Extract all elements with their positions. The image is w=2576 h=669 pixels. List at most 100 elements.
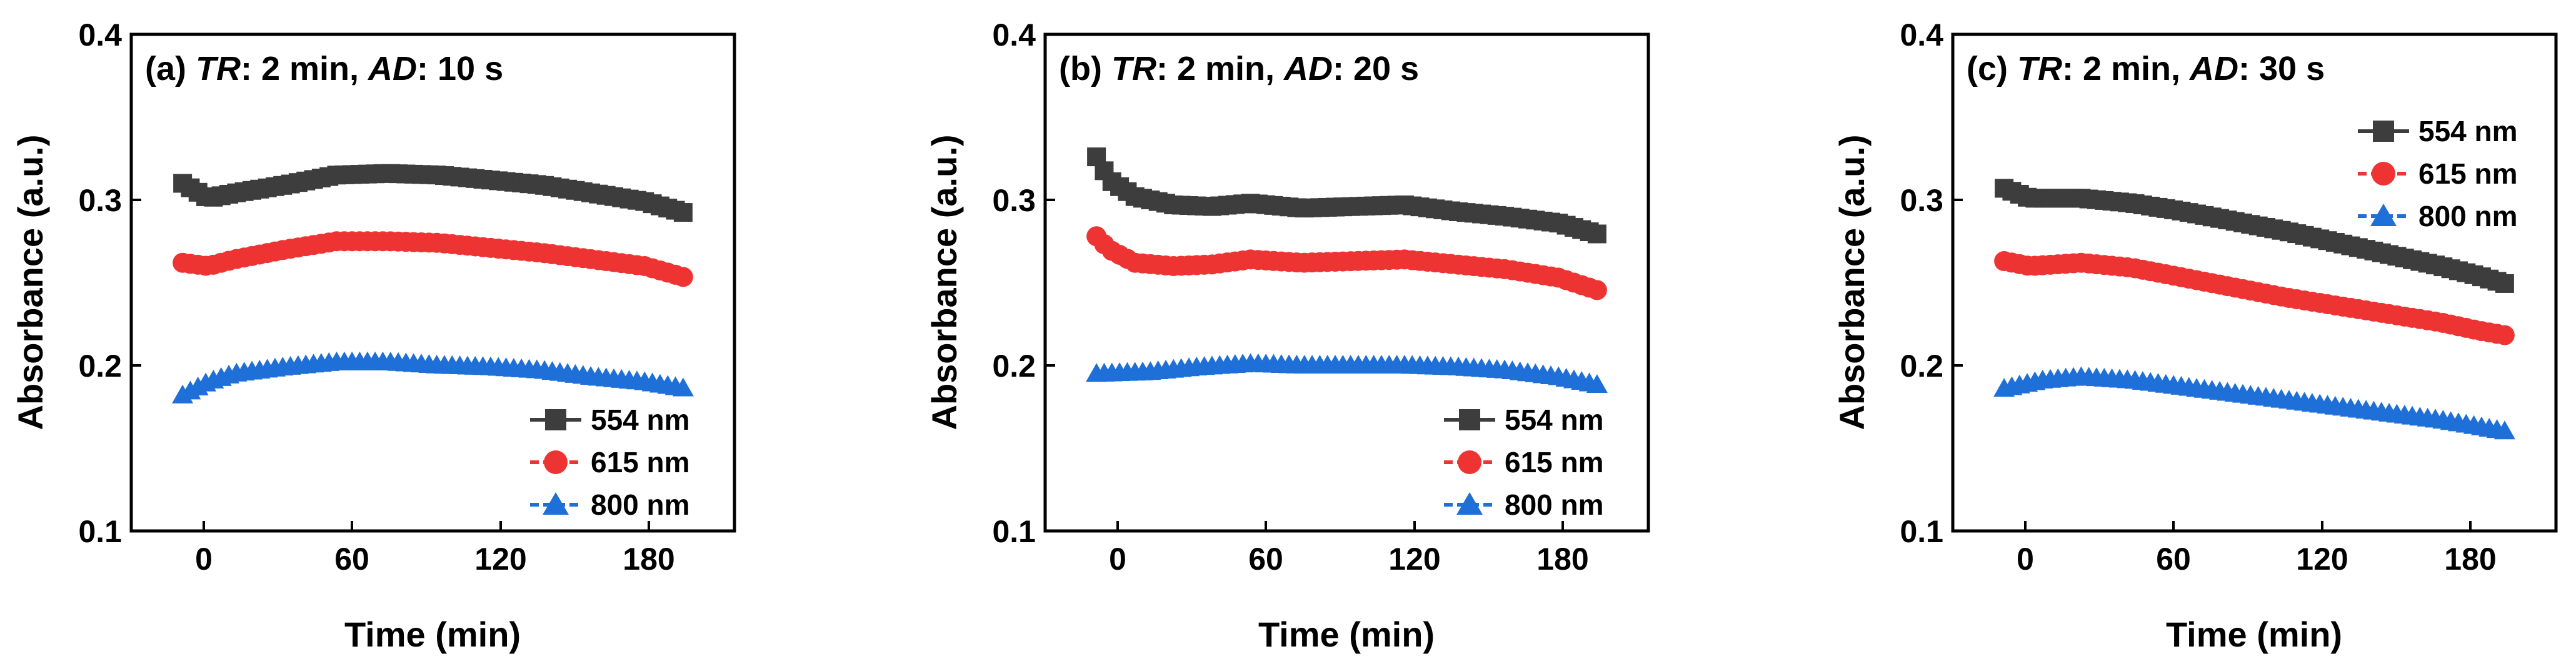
legend-entry-800: 800 nm: [530, 488, 690, 521]
legend-label: 615 nm: [591, 446, 690, 478]
legend-entry-615: 615 nm: [530, 446, 690, 478]
plot-frame: [129, 32, 736, 533]
legend: 554 nm 615 nm 800 nm: [1444, 404, 1604, 521]
legend-label: 800 nm: [2418, 200, 2518, 232]
data-point: [672, 377, 694, 397]
title-key-ad: AD: [1283, 50, 1333, 87]
y-tick-label: 0.4: [992, 17, 1036, 52]
data-marks: [1086, 147, 1608, 393]
data-point: [1586, 374, 1608, 393]
series-800-nm: [1086, 353, 1608, 393]
legend-entry-554: 554 nm: [1444, 404, 1604, 436]
legend-entry-554: 554 nm: [530, 404, 690, 436]
panel-a: 0.1 0.2 0.3 0.4 0 60 120 180 Time (min) …: [11, 17, 736, 654]
y-tick-label: 0.3: [1900, 183, 1943, 218]
y-tick-label: 0.4: [1900, 17, 1943, 52]
series-554-nm: [173, 164, 693, 222]
x-axis-title: Time (min): [2166, 615, 2342, 654]
series-554-nm: [1995, 179, 2514, 293]
x-tick-label: 120: [2296, 542, 2348, 577]
series-800-nm: [1993, 366, 2515, 440]
y-tick-label: 0.2: [78, 349, 122, 384]
title-key-ad: AD: [367, 50, 417, 87]
x-tick-label: 60: [334, 542, 369, 577]
legend-entry-554: 554 nm: [2358, 115, 2518, 147]
data-point: [2495, 274, 2514, 293]
series-800-nm: [172, 351, 694, 404]
data-point: [673, 267, 693, 287]
legend-label: 615 nm: [2418, 157, 2518, 190]
title-value-tr: : 2 min,: [1156, 50, 1284, 87]
panel-b: 0.1 0.2 0.3 0.4 0 60 120 180 Time (min) …: [925, 17, 1650, 654]
data-point: [673, 203, 693, 222]
title-key-tr: TR: [1111, 50, 1156, 87]
title-value-ad: : 10 s: [417, 50, 503, 87]
series-615-nm: [1086, 226, 1607, 300]
title-key-tr: TR: [196, 50, 241, 87]
y-axis-title: Absorbance (a.u.): [1832, 135, 1872, 430]
legend-square-marker: [1459, 409, 1480, 430]
legend-label: 554 nm: [1505, 404, 1604, 436]
x-tick-label: 180: [2444, 542, 2496, 577]
x-tick-label: 120: [474, 542, 526, 577]
legend: 554 nm 615 nm 800 nm: [530, 404, 690, 521]
legend-square-marker: [545, 409, 566, 430]
panel-label: (c): [1967, 50, 2008, 87]
legend-label: 615 nm: [1505, 446, 1604, 478]
x-tick-label: 0: [2017, 542, 2034, 577]
legend-entry-800: 800 nm: [1444, 488, 1604, 521]
series-615-nm: [173, 231, 693, 287]
series-554-nm: [1087, 147, 1606, 244]
data-point: [1587, 224, 1606, 244]
title-value-tr: : 2 min,: [241, 50, 368, 87]
x-tick-label: 180: [623, 542, 674, 577]
legend-triangle-marker: [543, 492, 569, 515]
panel-c: 0.1 0.2 0.3 0.4 0 60 120 180 Time (min) …: [1832, 17, 2558, 654]
legend-label: 554 nm: [2418, 115, 2518, 147]
data-marks: [172, 164, 694, 404]
y-tick-label: 0.3: [992, 183, 1036, 218]
x-tick-label: 180: [1536, 542, 1588, 577]
y-tick-label: 0.1: [992, 514, 1036, 549]
x-tick-label: 0: [1109, 542, 1126, 577]
panel-title: (c) TR: 2 min, AD: 30 s: [1967, 50, 2325, 87]
legend-circle-marker: [2372, 162, 2395, 186]
x-axis-title: Time (min): [1258, 615, 1435, 654]
y-tick-label: 0.2: [1900, 349, 1943, 384]
x-tick-label: 60: [1248, 542, 1283, 577]
panel-label: (a): [145, 50, 186, 87]
y-tick-label: 0.4: [78, 17, 122, 52]
legend-entry-615: 615 nm: [1444, 446, 1604, 478]
y-axis-title: Absorbance (a.u.): [925, 135, 964, 430]
panel-title: (b) TR: 2 min, AD: 20 s: [1059, 50, 1419, 87]
data-point: [2494, 325, 2515, 345]
data-point: [1586, 280, 1607, 300]
title-key-ad: AD: [2188, 50, 2238, 87]
x-tick-label: 60: [2156, 542, 2191, 577]
panel-title: (a) TR: 2 min, AD: 10 s: [145, 50, 503, 87]
x-tick-label: 120: [1388, 542, 1440, 577]
legend-circle-marker: [544, 450, 568, 474]
y-tick-label: 0.1: [1900, 514, 1943, 549]
title-value-tr: : 2 min,: [2062, 50, 2190, 87]
legend-label: 800 nm: [591, 488, 690, 521]
legend-triangle-marker: [1456, 492, 1483, 515]
title-key-tr: TR: [2017, 50, 2062, 87]
legend-square-marker: [2373, 121, 2394, 142]
x-tick-label: 0: [195, 542, 213, 577]
legend-label: 554 nm: [591, 404, 690, 436]
plot-frame: [1043, 32, 1650, 533]
plot-frame: [1951, 32, 2558, 533]
title-value-ad: : 30 s: [2238, 50, 2325, 87]
y-axis-title: Absorbance (a.u.): [11, 135, 50, 430]
y-tick-label: 0.2: [992, 349, 1036, 384]
data-point: [2493, 420, 2515, 440]
data-marks: [1993, 179, 2515, 440]
panel-label: (b): [1059, 50, 1102, 87]
legend: 554 nm 615 nm 800 nm: [2358, 115, 2518, 232]
legend-entry-800: 800 nm: [2358, 200, 2518, 232]
title-value-ad: : 20 s: [1333, 50, 1419, 87]
y-tick-label: 0.1: [78, 514, 122, 549]
y-tick-label: 0.3: [78, 183, 122, 218]
